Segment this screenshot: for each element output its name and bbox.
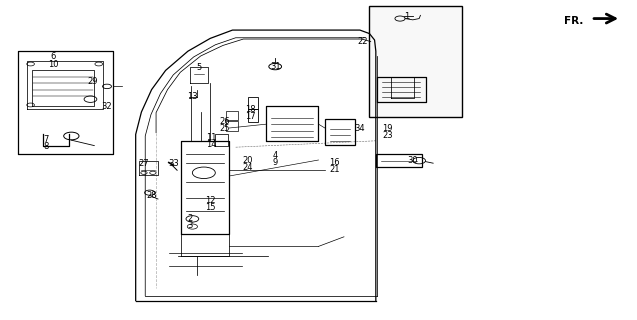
Bar xyxy=(325,119,355,145)
Text: 3: 3 xyxy=(187,221,192,230)
Text: 11: 11 xyxy=(206,133,217,142)
Text: 31: 31 xyxy=(270,62,280,71)
Text: 25: 25 xyxy=(219,124,229,133)
Text: 26: 26 xyxy=(219,117,229,126)
Text: 2: 2 xyxy=(187,214,192,223)
Text: 22: 22 xyxy=(358,37,368,46)
Text: 14: 14 xyxy=(206,140,217,149)
Text: 15: 15 xyxy=(205,203,215,212)
Text: 24: 24 xyxy=(242,163,252,172)
Text: 17: 17 xyxy=(245,112,255,121)
Text: 8: 8 xyxy=(43,142,48,151)
Text: 29: 29 xyxy=(87,77,97,86)
Bar xyxy=(226,121,238,131)
Text: FR.: FR. xyxy=(564,16,583,26)
Text: 13: 13 xyxy=(187,92,197,101)
Text: 10: 10 xyxy=(48,60,58,68)
Text: 20: 20 xyxy=(242,156,252,164)
Bar xyxy=(248,97,258,109)
Bar xyxy=(376,154,422,167)
Text: 12: 12 xyxy=(205,196,215,205)
Text: 21: 21 xyxy=(329,165,340,174)
Text: 9: 9 xyxy=(273,158,278,167)
Text: 5: 5 xyxy=(196,63,201,72)
Bar xyxy=(226,111,238,120)
Text: 4: 4 xyxy=(273,151,278,160)
Bar xyxy=(369,6,462,117)
Text: 23: 23 xyxy=(382,131,392,140)
Bar xyxy=(248,109,258,122)
Text: 33: 33 xyxy=(168,159,178,168)
Text: 19: 19 xyxy=(382,124,392,133)
Text: 28: 28 xyxy=(147,191,157,200)
Text: 30: 30 xyxy=(408,156,418,165)
Text: 7: 7 xyxy=(43,135,48,144)
Text: 6: 6 xyxy=(50,52,55,60)
Text: 18: 18 xyxy=(245,105,255,114)
Text: 16: 16 xyxy=(329,158,340,167)
Text: 34: 34 xyxy=(355,124,365,133)
Text: 27: 27 xyxy=(138,159,148,168)
Text: 32: 32 xyxy=(102,102,112,111)
Text: 1: 1 xyxy=(404,12,409,20)
